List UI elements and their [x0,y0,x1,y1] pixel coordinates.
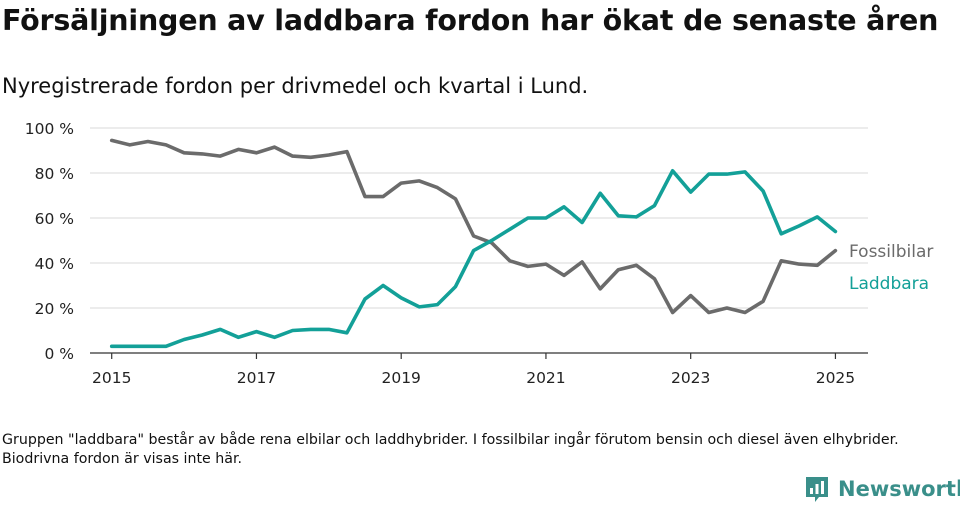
axes: 0 % 20 % 40 % 60 % 80 % 100 % 2015 2017 2019 2021… [25,120,868,387]
brand-logo[interactable]: Newsworthy [804,474,960,504]
line-chart: 0 % 20 % 40 % 60 % 80 % 100 % 2015 2017 2019 2021… [25,120,934,387]
chart-subtitle: Nyregistrerade fordon per drivmedel och … [2,74,589,98]
chart-title: Försäljningen av laddbara fordon har öka… [2,4,939,37]
y-tick-label: 80 % [35,165,74,183]
brand-name: Newsworthy [838,477,960,501]
x-tick-label: 2019 [381,369,420,387]
newsworthy-logo-icon [806,477,828,502]
x-tick-label: 2021 [526,369,565,387]
x-tick-label: 2015 [92,369,131,387]
y-tick-label: 0 % [44,345,74,363]
series-line-laddbara [109,169,838,349]
series-lines [109,138,838,349]
y-tick-label: 20 % [35,300,74,318]
x-tick-label: 2025 [816,369,855,387]
footnote: Gruppen "laddbara" består av både rena e… [2,432,899,467]
x-tick-label: 2023 [671,369,710,387]
series-line-fossilbilar [109,138,838,315]
series-label-laddbara: Laddbara [849,274,929,294]
y-tick-label: 40 % [35,255,74,273]
series-labels: Fossilbilar Laddbara [849,242,933,294]
y-tick-label: 100 % [25,120,74,138]
series-label-fossilbilar: Fossilbilar [849,242,933,262]
x-tick-label: 2017 [237,369,276,387]
y-tick-label: 60 % [35,210,74,228]
